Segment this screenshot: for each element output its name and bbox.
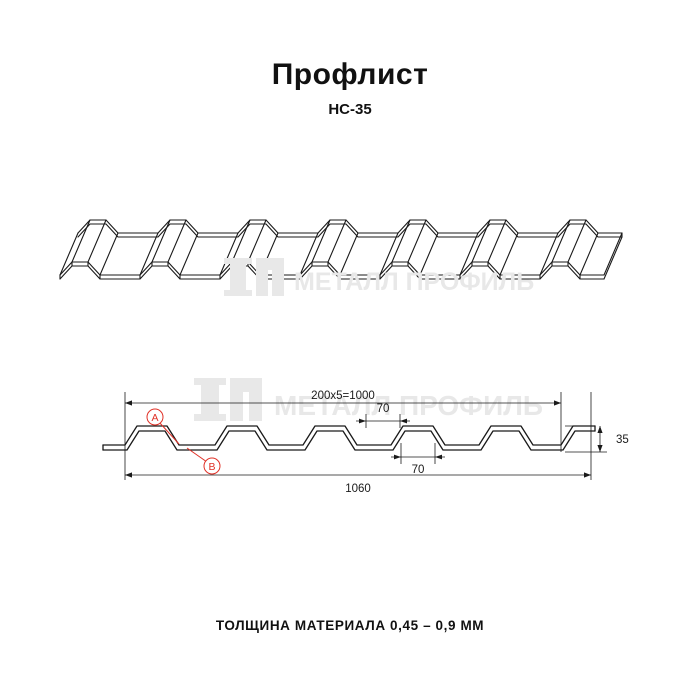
material-thickness-note: ТОЛЩИНА МАТЕРИАЛА 0,45 – 0,9 ММ	[215, 618, 485, 633]
callout-label-b: B	[208, 461, 215, 473]
dimension-label-height: 35	[616, 434, 629, 446]
isometric-sheet-illustration	[59, 175, 640, 320]
callout-label-a: A	[151, 412, 158, 424]
cross-section-drawing: 200x5=1000 70 70 1060 35 A B	[95, 380, 635, 510]
dimension-label-pitch: 200x5=1000	[311, 390, 375, 402]
callout-circle-a	[146, 408, 164, 426]
dimension-label-rib-bottom: 70	[412, 464, 425, 476]
dimension-label-width: 1060	[345, 483, 371, 495]
profile-outline-bottom	[102, 430, 596, 451]
callout-leader-b	[186, 447, 208, 463]
page-title: Профлист	[271, 58, 429, 91]
page-subtitle: НС-35	[328, 101, 372, 118]
callout-circle-b	[203, 457, 221, 475]
dimension-label-rib-top: 70	[377, 403, 390, 415]
callout-leader-a	[158, 421, 180, 445]
